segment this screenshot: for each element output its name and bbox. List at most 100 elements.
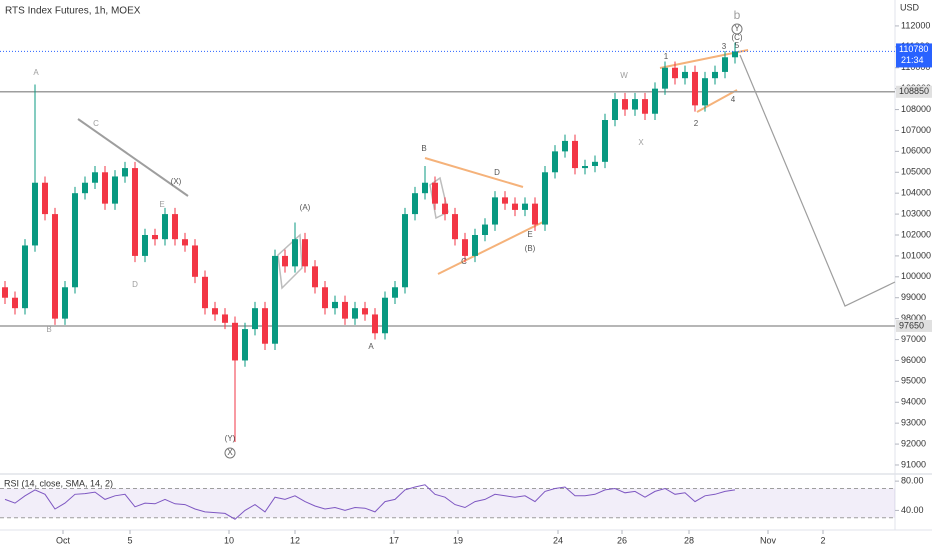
candle-body xyxy=(242,329,248,361)
candle-body xyxy=(282,255,288,267)
candle-body xyxy=(362,308,368,315)
candle-body xyxy=(642,99,648,114)
trend-line xyxy=(696,89,738,113)
candle-body xyxy=(382,297,388,334)
wave-label: (X) xyxy=(171,177,182,186)
wave-label: E xyxy=(527,230,532,239)
wave-label: (C) xyxy=(731,33,742,42)
candle-body xyxy=(552,151,558,173)
y-tick-label: 94000 xyxy=(901,397,926,407)
candle-body xyxy=(112,176,118,204)
candle-body xyxy=(452,214,458,240)
wave-label: 4 xyxy=(731,95,736,104)
candle-body xyxy=(572,140,578,169)
candle-body xyxy=(692,71,698,106)
candle-body xyxy=(2,287,8,298)
rsi-y-tick-label: 40.00 xyxy=(901,505,924,515)
wave-label: Y xyxy=(734,24,740,33)
candle-body xyxy=(32,182,38,246)
y-tick-label: 107000 xyxy=(901,125,931,135)
candle-body xyxy=(372,314,378,334)
candle-body xyxy=(182,239,188,246)
wave-label: 3 xyxy=(722,42,727,51)
wave-circle xyxy=(224,447,236,459)
rsi-title: RSI (14, close, SMA, 14, 2) xyxy=(4,478,113,488)
wave-label: b xyxy=(734,8,741,22)
candle-body xyxy=(412,193,418,215)
wave-label: E xyxy=(159,200,164,209)
candle-body xyxy=(532,203,538,225)
wave-label: (A) xyxy=(300,203,311,212)
candle-body xyxy=(262,308,268,344)
y-tick-label: 104000 xyxy=(901,188,931,198)
y-tick-label: 95000 xyxy=(901,376,926,386)
candle-body xyxy=(312,266,318,288)
wave-label: C xyxy=(93,119,99,128)
level-label-box xyxy=(896,85,932,98)
candle-body xyxy=(152,235,158,240)
trend-line xyxy=(437,221,544,275)
candle-body xyxy=(322,287,328,309)
candle-body xyxy=(42,182,48,215)
y-tick-label: 102000 xyxy=(901,229,931,239)
candle-body xyxy=(732,51,738,58)
candle-body xyxy=(612,99,618,121)
y-tick-label: 92000 xyxy=(901,438,926,448)
rsi-band xyxy=(0,488,895,518)
candle-body xyxy=(722,57,728,72)
candle-body xyxy=(562,140,568,152)
candle-body xyxy=(512,203,518,210)
candle-body xyxy=(52,214,58,319)
wave-label: X xyxy=(227,448,233,457)
candle-body xyxy=(82,182,88,194)
candle-body xyxy=(72,193,78,288)
candle-body xyxy=(132,168,138,256)
y-tick-label: 91000 xyxy=(901,459,926,469)
x-tick-label: 12 xyxy=(290,535,300,545)
candle-body xyxy=(482,224,488,235)
level-label-box xyxy=(896,319,932,332)
currency: USD xyxy=(900,2,920,12)
wave-label: A xyxy=(368,342,374,351)
x-tick-label: 24 xyxy=(553,535,563,545)
y-tick-label: 99000 xyxy=(901,292,926,302)
wave-label: A xyxy=(33,68,39,77)
wave-circle xyxy=(731,23,743,35)
x-tick-label: 5 xyxy=(127,535,132,545)
y-tick-label: 101000 xyxy=(901,250,931,260)
candle-body xyxy=(122,168,128,177)
candle-body xyxy=(62,287,68,319)
wave-label: 2 xyxy=(694,119,699,128)
wave-label: D xyxy=(494,168,500,177)
candle-body xyxy=(602,120,608,162)
candle-body xyxy=(92,172,98,183)
wave-label: X xyxy=(638,138,644,147)
candle-body xyxy=(292,239,298,267)
chart-title: RTS Index Futures, 1h, MOEX xyxy=(5,6,141,17)
candle-body xyxy=(472,235,478,256)
candle-body xyxy=(342,301,348,319)
candle-body xyxy=(422,182,428,194)
candle-body xyxy=(592,161,598,167)
candle-body xyxy=(542,172,548,225)
candle-body xyxy=(682,71,688,79)
last-price-box xyxy=(896,43,932,68)
candle-body xyxy=(162,214,168,240)
y-tick-label: 100000 xyxy=(901,271,931,281)
candle-body xyxy=(202,276,208,309)
x-tick-label: 17 xyxy=(389,535,399,545)
candle-body xyxy=(712,71,718,79)
candle-body xyxy=(302,239,308,267)
wave-label: 5 xyxy=(735,41,740,50)
wave-label: D xyxy=(132,280,138,289)
candle-body xyxy=(442,203,448,215)
y-tick-label: 97000 xyxy=(901,334,926,344)
wave-label: B xyxy=(421,144,426,153)
y-tick-label: 96000 xyxy=(901,355,926,365)
candle-body xyxy=(352,308,358,319)
candle-body xyxy=(432,182,438,204)
rsi-y-tick-label: 80.00 xyxy=(901,476,924,486)
level-label: 108850 xyxy=(899,86,929,96)
